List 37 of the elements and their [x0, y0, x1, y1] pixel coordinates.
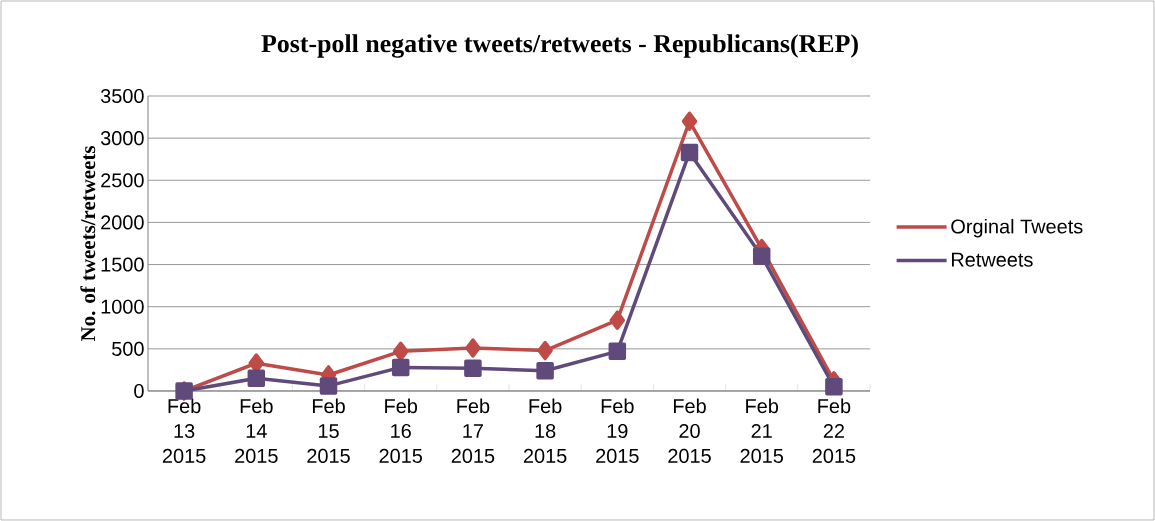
- x-tick-label: Feb 13 2015: [162, 398, 206, 463]
- point: [464, 359, 482, 377]
- point: [392, 341, 409, 362]
- y-tick-label: 500: [112, 341, 144, 356]
- y-axis-title: No. of tweets/retweets: [80, 146, 96, 342]
- point: [247, 369, 266, 388]
- chart-title: Post-poll negative tweets/retweets - Republicans(REP): [261, 34, 858, 58]
- point: [248, 353, 265, 373]
- x-tick-label: Feb 14 2015: [235, 398, 278, 463]
- x-tick-label: Feb 19 2015: [596, 398, 639, 463]
- point: [391, 358, 410, 377]
- x-tick-label: Feb 20 2015: [668, 398, 711, 463]
- x-tick-label: Feb 18 2015: [523, 398, 567, 463]
- point: [537, 340, 553, 361]
- point: [608, 342, 627, 361]
- x-tick-label: Feb 21 2015: [740, 398, 784, 463]
- y-tick-label: 1000: [101, 299, 144, 314]
- x-tick-label: Feb 22 2015: [812, 398, 856, 463]
- legend-label: Retweets: [951, 252, 1033, 267]
- x-tick-label: Feb 16 2015: [379, 398, 423, 463]
- x-tick-label: Feb 15 2015: [307, 398, 350, 463]
- point: [825, 378, 843, 396]
- point: [319, 377, 338, 395]
- point: [465, 338, 481, 358]
- point: [609, 310, 626, 330]
- point: [752, 247, 771, 265]
- point: [681, 111, 698, 132]
- point: [536, 362, 554, 380]
- y-tick-label: 2500: [101, 173, 144, 188]
- x-tick-label: Feb 17 2015: [451, 398, 495, 463]
- y-tick-label: 3500: [100, 88, 144, 104]
- y-tick-label: 1500: [101, 257, 144, 272]
- y-tick-label: 2000: [101, 215, 144, 230]
- legend-label: Orginal Tweets: [951, 218, 1083, 238]
- point: [680, 143, 699, 162]
- y-tick-label: 3000: [100, 131, 144, 146]
- y-tick-label: 0: [134, 383, 144, 399]
